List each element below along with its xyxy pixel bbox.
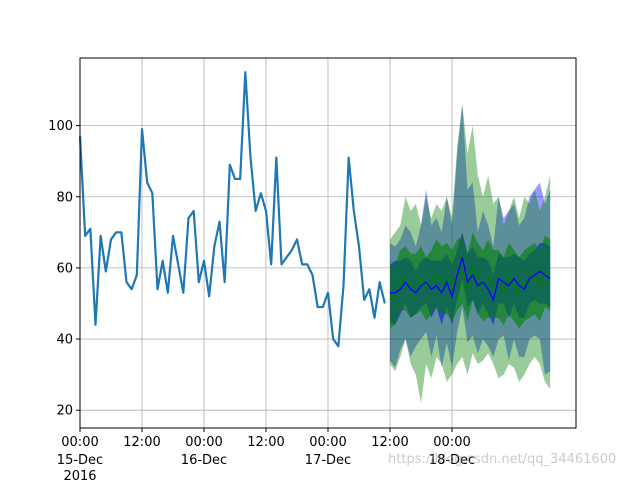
x-tick-date-label: 18-Dec	[429, 453, 475, 468]
forecast-bands	[390, 104, 551, 404]
x-tick-label: 00:00	[309, 435, 346, 450]
x-tick-year-label: 2016	[63, 469, 96, 480]
x-tick-date-label: 17-Dec	[305, 453, 351, 468]
observed-series-line	[78, 71, 386, 348]
y-tick-label: 40	[56, 333, 73, 348]
y-tick-label: 100	[48, 119, 73, 134]
x-tick-label: 12:00	[371, 435, 408, 450]
series-lines	[78, 71, 551, 348]
watermark-text: https://blog.csdn.net/qq_34461600	[388, 452, 617, 467]
forecast-a-mean-line	[390, 257, 551, 302]
x-tick-date-label: 16-Dec	[181, 453, 227, 468]
y-tick-label: 80	[56, 190, 73, 205]
x-tick-label: 00:00	[61, 435, 98, 450]
x-tick-label: 12:00	[123, 435, 160, 450]
y-tick-label: 20	[56, 404, 73, 419]
x-tick-label: 12:00	[247, 435, 284, 450]
x-tick-label: 00:00	[185, 435, 222, 450]
y-axis: 20 40 60 80 100	[48, 119, 80, 419]
x-tick-date-label: 15-Dec	[57, 453, 103, 468]
y-tick-label: 60	[56, 261, 73, 276]
x-tick-label: 00:00	[433, 435, 470, 450]
